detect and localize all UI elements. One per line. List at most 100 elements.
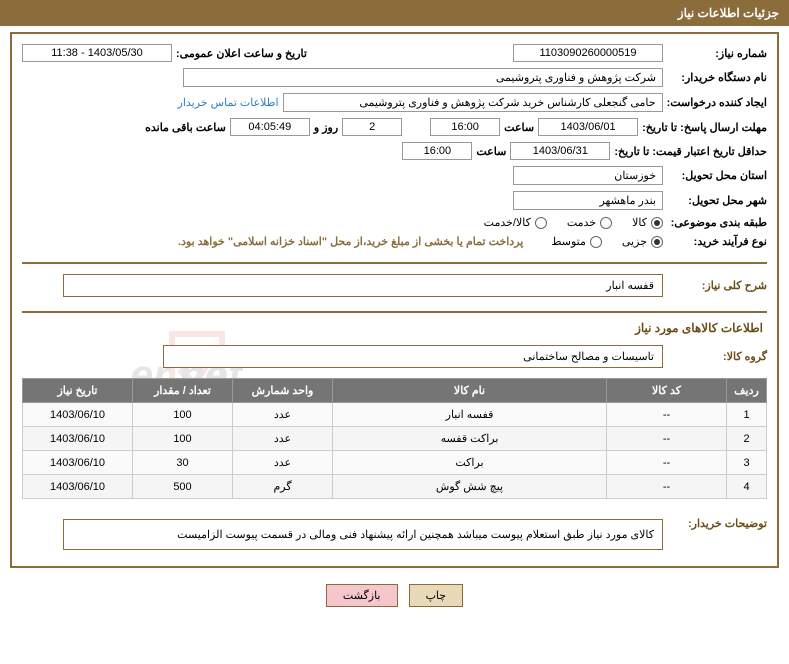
cell-unit: عدد xyxy=(233,403,333,427)
response-deadline-time: 16:00 xyxy=(430,118,500,136)
hours-remaining: 04:05:49 xyxy=(230,118,310,136)
cell-name: براکت قفسه xyxy=(333,427,607,451)
payment-note: پرداخت تمام یا بخشی از مبلغ خرید،از محل … xyxy=(178,235,523,248)
row-goods-group: گروه کالا: تاسیسات و مصالح ساختمانی xyxy=(22,345,767,368)
general-desc-value: قفسه انبار xyxy=(63,274,663,297)
cell-code: -- xyxy=(607,427,727,451)
cell-code: -- xyxy=(607,451,727,475)
days-label: روز و xyxy=(314,121,338,134)
radio-goods[interactable]: کالا xyxy=(632,216,663,229)
buyer-org-value: شرکت پژوهش و فناوری پتروشیمی xyxy=(183,68,663,87)
price-validity-label: حداقل تاریخ اعتبار قیمت: تا تاریخ: xyxy=(614,145,767,158)
row-delivery-province: استان محل تحویل: خوزستان xyxy=(22,166,767,185)
time-label-2: ساعت xyxy=(476,145,506,158)
need-number-value: 1103090260000519 xyxy=(513,44,663,62)
row-category: طبقه بندی موضوعی: کالا خدمت کالا/خدمت xyxy=(22,216,767,229)
general-desc-label: شرح کلی نیاز: xyxy=(667,279,767,292)
response-deadline-date: 1403/06/01 xyxy=(538,118,638,136)
cell-name: براکت xyxy=(333,451,607,475)
cell-qty: 100 xyxy=(133,427,233,451)
th-qty: تعداد / مقدار xyxy=(133,379,233,403)
row-process-type: نوع فرآیند خرید: جزیی متوسط پرداخت تمام … xyxy=(22,235,767,248)
cell-unit: عدد xyxy=(233,427,333,451)
radio-medium[interactable]: متوسط xyxy=(551,235,602,248)
th-code: کد کالا xyxy=(607,379,727,403)
print-button[interactable]: چاپ xyxy=(409,584,464,607)
radio-service-icon xyxy=(600,217,612,229)
delivery-city-value: بندر ماهشهر xyxy=(513,191,663,210)
delivery-city-label: شهر محل تحویل: xyxy=(667,194,767,207)
cell-need-date: 1403/06/10 xyxy=(23,427,133,451)
row-price-validity: حداقل تاریخ اعتبار قیمت: تا تاریخ: 1403/… xyxy=(22,142,767,160)
cell-code: -- xyxy=(607,475,727,499)
cell-name: قفسه انبار xyxy=(333,403,607,427)
th-need-date: تاریخ نیاز xyxy=(23,379,133,403)
time-label-1: ساعت xyxy=(504,121,534,134)
radio-goods-label: کالا xyxy=(632,216,647,229)
requester-value: حامی گنجعلی کارشناس خرید شرکت پژوهش و فن… xyxy=(283,93,663,112)
row-need-number: شماره نیاز: 1103090260000519 تاریخ و ساع… xyxy=(22,44,767,62)
cell-qty: 30 xyxy=(133,451,233,475)
th-name: نام کالا xyxy=(333,379,607,403)
goods-group-value: تاسیسات و مصالح ساختمانی xyxy=(163,345,663,368)
goods-table: ردیف کد کالا نام کالا واحد شمارش تعداد /… xyxy=(22,378,767,499)
remaining-label: ساعت باقی مانده xyxy=(145,121,226,134)
cell-qty: 500 xyxy=(133,475,233,499)
delivery-province-label: استان محل تحویل: xyxy=(667,169,767,182)
row-response-deadline: مهلت ارسال پاسخ: تا تاریخ: 1403/06/01 سا… xyxy=(22,118,767,136)
table-row: 3 -- براکت عدد 30 1403/06/10 xyxy=(23,451,767,475)
buyer-org-label: نام دستگاه خریدار: xyxy=(667,71,767,84)
cell-unit: عدد xyxy=(233,451,333,475)
page-header: جزئیات اطلاعات نیاز xyxy=(0,0,789,26)
radio-partial-label: جزیی xyxy=(622,235,647,248)
price-validity-date: 1403/06/31 xyxy=(510,142,610,160)
delivery-province-value: خوزستان xyxy=(513,166,663,185)
back-button[interactable]: بازگشت xyxy=(326,584,398,607)
cell-unit: گرم xyxy=(233,475,333,499)
row-delivery-city: شهر محل تحویل: بندر ماهشهر xyxy=(22,191,767,210)
cell-need-date: 1403/06/10 xyxy=(23,475,133,499)
goods-group-label: گروه کالا: xyxy=(667,350,767,363)
cell-row: 1 xyxy=(727,403,767,427)
row-requester: ایجاد کننده درخواست: حامی گنجعلی کارشناس… xyxy=(22,93,767,112)
cell-row: 3 xyxy=(727,451,767,475)
row-buyer-org: نام دستگاه خریدار: شرکت پژوهش و فناوری پ… xyxy=(22,68,767,87)
main-panel: AriaTender.net شماره نیاز: 1103090260000… xyxy=(10,32,779,568)
radio-medium-label: متوسط xyxy=(551,235,586,248)
radio-goods-service[interactable]: کالا/خدمت xyxy=(484,216,547,229)
cell-need-date: 1403/06/10 xyxy=(23,451,133,475)
price-validity-time: 16:00 xyxy=(402,142,472,160)
radio-partial[interactable]: جزیی xyxy=(622,235,663,248)
category-label: طبقه بندی موضوعی: xyxy=(667,216,767,229)
requester-label: ایجاد کننده درخواست: xyxy=(667,96,767,109)
cell-need-date: 1403/06/10 xyxy=(23,403,133,427)
radio-medium-icon xyxy=(590,236,602,248)
table-row: 1 -- قفسه انبار عدد 100 1403/06/10 xyxy=(23,403,767,427)
radio-partial-icon xyxy=(651,236,663,248)
days-remaining: 2 xyxy=(342,118,402,136)
announce-datetime-label: تاریخ و ساعت اعلان عمومی: xyxy=(176,47,307,60)
response-deadline-label: مهلت ارسال پاسخ: تا تاریخ: xyxy=(642,121,767,134)
row-general-desc: شرح کلی نیاز: قفسه انبار xyxy=(22,274,767,297)
radio-goods-service-label: کالا/خدمت xyxy=(484,216,531,229)
cell-qty: 100 xyxy=(133,403,233,427)
th-unit: واحد شمارش xyxy=(233,379,333,403)
process-type-label: نوع فرآیند خرید: xyxy=(667,235,767,248)
row-buyer-notes: توضیحات خریدار: کالای مورد نیاز طبق استع… xyxy=(22,511,767,550)
buyer-contact-link[interactable]: اطلاعات تماس خریدار xyxy=(178,96,279,109)
cell-row: 4 xyxy=(727,475,767,499)
cell-code: -- xyxy=(607,403,727,427)
section-goods-info-title: اطلاعات کالاهای مورد نیاز xyxy=(22,321,767,335)
need-number-label: شماره نیاز: xyxy=(667,47,767,60)
button-bar: چاپ بازگشت xyxy=(0,574,789,617)
table-row: 2 -- براکت قفسه عدد 100 1403/06/10 xyxy=(23,427,767,451)
radio-goods-service-icon xyxy=(535,217,547,229)
table-header-row: ردیف کد کالا نام کالا واحد شمارش تعداد /… xyxy=(23,379,767,403)
cell-name: پیچ شش گوش xyxy=(333,475,607,499)
cell-row: 2 xyxy=(727,427,767,451)
announce-datetime-value: 1403/05/30 - 11:38 xyxy=(22,44,172,62)
radio-goods-icon xyxy=(651,217,663,229)
radio-service-label: خدمت xyxy=(567,216,596,229)
radio-service[interactable]: خدمت xyxy=(567,216,612,229)
table-row: 4 -- پیچ شش گوش گرم 500 1403/06/10 xyxy=(23,475,767,499)
